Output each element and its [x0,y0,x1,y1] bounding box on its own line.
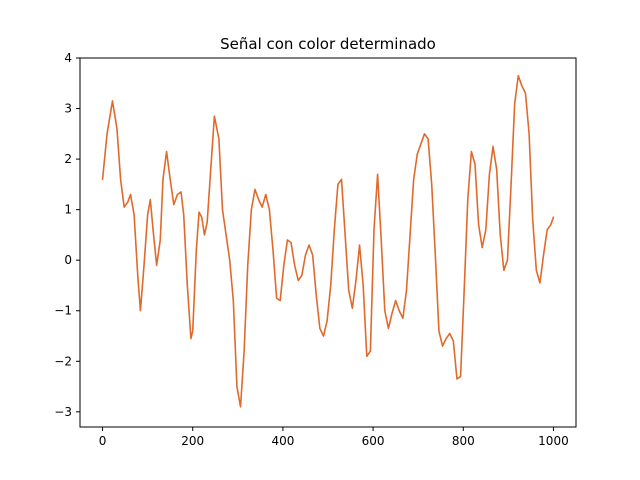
series-line-0 [101,74,555,408]
y-tick-label: 0 [64,253,72,267]
y-tick-label: 1 [64,203,72,217]
y-tick-label: −1 [54,304,72,318]
y-tick-label: 4 [64,51,72,65]
chart-title: Señal con color determinado [220,35,436,53]
x-tick-label: 600 [362,434,385,448]
plot-frame [79,57,577,428]
y-tick-label: −2 [54,354,72,368]
y-tick-label: −3 [54,405,72,419]
x-tick-label: 200 [181,434,204,448]
x-tick-label: 800 [452,434,475,448]
x-tick-label: 400 [271,434,294,448]
x-tick-label: 0 [99,434,107,448]
plot-area [101,74,555,408]
x-tick-label: 1000 [538,434,569,448]
y-axis: −3 −2 −1 0 1 2 3 4 [54,51,80,419]
y-tick-label: 2 [64,152,72,166]
y-tick-label: 3 [64,102,72,116]
x-axis: 0 200 400 600 800 1000 [99,427,569,448]
